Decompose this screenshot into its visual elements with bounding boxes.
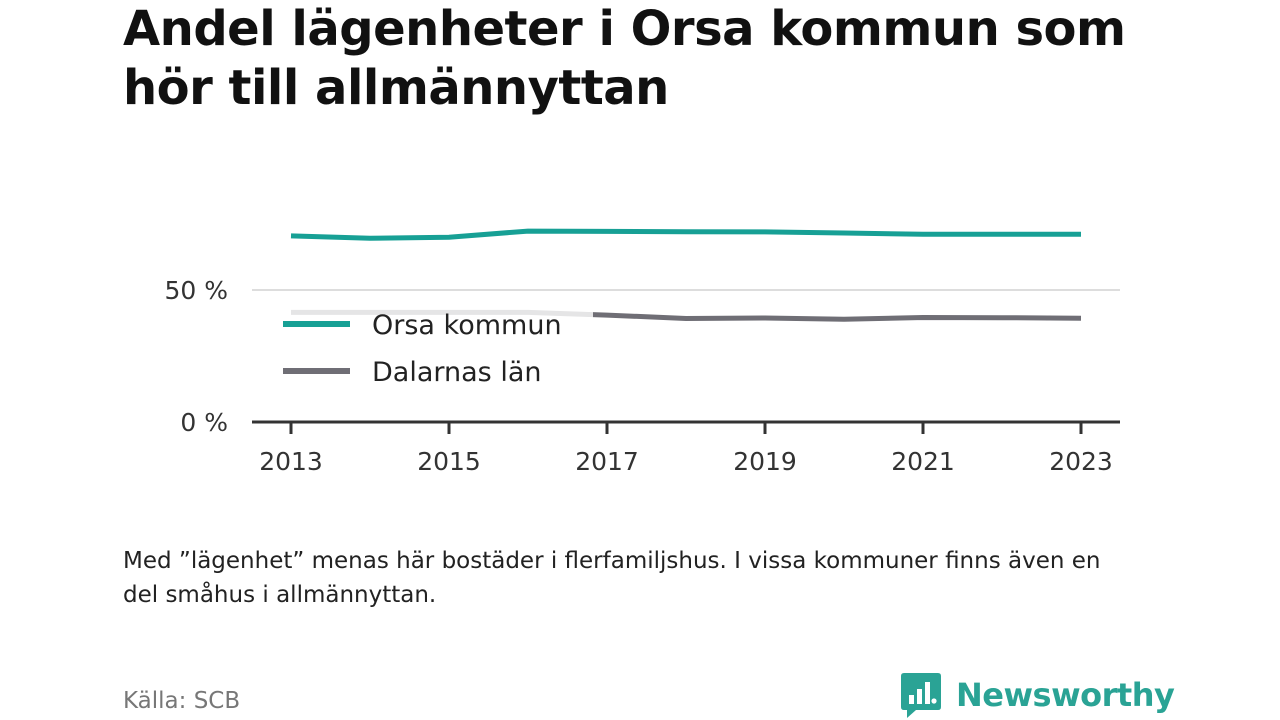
x-tick-label: 2023 (1049, 447, 1113, 476)
y-tick-label: 50 % (164, 276, 228, 305)
chart-note: Med ”lägenhet” menas här bostäder i fler… (123, 548, 1101, 608)
chart-title: Andel lägenheter i Orsa kommun som hör t… (123, 1, 1126, 116)
legend: Orsa kommun Dalarnas län (268, 304, 593, 396)
x-tick-label: 2015 (417, 447, 481, 476)
y-tick-label: 0 % (180, 408, 228, 437)
brand-name: Newsworthy (956, 676, 1175, 714)
source-label: Källa: SCB (123, 688, 241, 714)
x-tick-label: 2021 (891, 447, 955, 476)
x-tick-label: 2017 (575, 447, 639, 476)
newsworthy-logo-icon (901, 673, 941, 718)
axes: 0 % 50 % 2013 2015 2017 2019 2021 2023 (164, 276, 1120, 476)
legend-label: Dalarnas län (372, 357, 541, 388)
legend-label: Orsa kommun (372, 310, 562, 341)
legend-background (268, 304, 593, 396)
x-tick-label: 2019 (733, 447, 797, 476)
x-tick-label: 2013 (259, 447, 323, 476)
series-line (290, 228, 1081, 241)
newsworthy-brand: Newsworthy (900, 670, 1175, 720)
